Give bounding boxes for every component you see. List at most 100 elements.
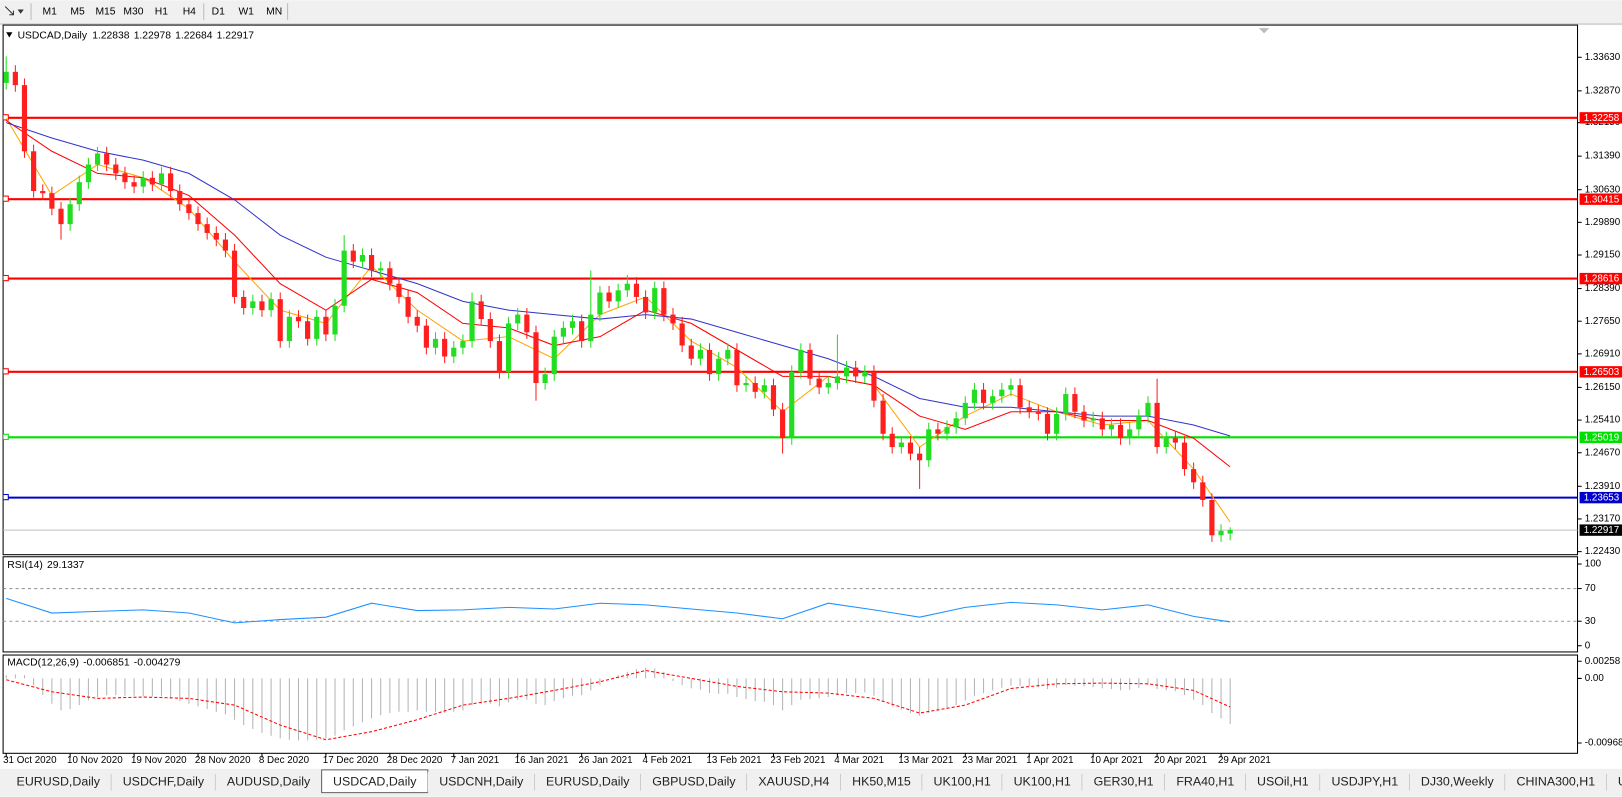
candle-body (752, 383, 758, 392)
candle-body (368, 255, 375, 271)
tab-label[interactable]: UK100,H1 (934, 775, 991, 789)
tab[interactable] (1082, 771, 1165, 793)
tab[interactable] (1606, 771, 1622, 793)
tab-label[interactable]: EURUSD,Daily (17, 775, 101, 789)
timeframe-button[interactable]: H4 (183, 6, 196, 17)
tab[interactable] (1245, 771, 1321, 793)
candle-body (807, 349, 813, 379)
tab[interactable] (840, 771, 923, 793)
candle-body (478, 301, 484, 320)
candle-body (350, 250, 356, 262)
tab-label[interactable]: XAUUSD,H4 (758, 775, 829, 789)
tab-label[interactable]: U (1618, 775, 1622, 789)
y-tick-label: 1.25410 (1585, 415, 1621, 426)
tab-label[interactable]: HK50,M15 (852, 775, 911, 789)
candle-body (177, 191, 183, 205)
tab[interactable] (922, 771, 1003, 793)
candle-body (889, 433, 895, 448)
dropdown-icon[interactable] (17, 9, 24, 14)
candle-body (624, 283, 630, 291)
candle-body (1127, 429, 1133, 439)
shift-marker[interactable] (1258, 28, 1270, 34)
tab[interactable] (1505, 771, 1607, 793)
tab-label[interactable]: GBPUSD,Daily (652, 775, 736, 789)
tab-label[interactable]: USOil,H1 (1257, 775, 1309, 789)
tab-label[interactable]: FRA40,H1 (1176, 775, 1234, 789)
timeframe-button[interactable]: M15 (95, 6, 115, 17)
candle-body (944, 427, 950, 434)
candle-body (843, 367, 850, 377)
cursor-icon[interactable] (4, 6, 14, 16)
timeframe-button[interactable]: MN (266, 6, 282, 17)
candle-body (1136, 416, 1142, 430)
candle-body (40, 191, 46, 194)
candle-body (1108, 424, 1115, 430)
candle-body (158, 173, 165, 185)
tab[interactable] (1409, 771, 1506, 793)
collapse-icon[interactable] (6, 32, 13, 38)
chart-header: USDCAD,Daily 1.22838 1.22978 1.22684 1.22917 (18, 30, 255, 41)
candle-body (907, 442, 914, 454)
date-label: 28 Nov 2020 (195, 755, 251, 766)
tab[interactable] (1002, 771, 1083, 793)
tab[interactable] (111, 771, 216, 793)
timeframe-button[interactable]: D1 (212, 6, 225, 17)
candle-body (990, 396, 996, 403)
candle-body (67, 204, 73, 225)
candle-body (515, 314, 521, 324)
candle-body (871, 371, 877, 401)
tab-label[interactable]: USDJPY,H1 (1331, 775, 1398, 789)
level-anchor (3, 114, 9, 121)
date-label: 4 Feb 2021 (642, 755, 692, 766)
tab-label[interactable]: CHINA300,H1 (1517, 775, 1596, 789)
timeframe-button[interactable]: M1 (42, 6, 57, 17)
timeframe-button[interactable]: M30 (123, 6, 143, 17)
tab-label[interactable]: GER30,H1 (1094, 775, 1154, 789)
rsi-panel: RSI(14) 29.1337 (2, 556, 1579, 653)
candle-body (149, 177, 155, 185)
tab[interactable] (747, 771, 841, 793)
candle-body (1154, 402, 1160, 448)
y-tick-label: 1.32870 (1585, 85, 1621, 96)
timeframe-button[interactable]: H1 (155, 6, 168, 17)
candle-body (962, 402, 968, 419)
y-tick-label: 1.26150 (1585, 382, 1621, 393)
tab-label[interactable]: DJ30,Weekly (1421, 775, 1495, 789)
symbol: USDCAD,Daily (18, 30, 88, 41)
candle-body (405, 296, 411, 317)
toolbar: M1 M5 M15 M30 H1 H4 D1 W1 MN (0, 0, 1622, 23)
bid-price-box (1579, 524, 1622, 536)
low: 1.22684 (175, 30, 213, 41)
candle-body (1026, 407, 1032, 412)
tab[interactable] (640, 771, 748, 793)
tab[interactable] (534, 771, 641, 793)
tab[interactable] (1320, 771, 1410, 793)
tab-label[interactable]: USDCAD,Daily (333, 775, 417, 789)
tab-label[interactable]: EURUSD,Daily (546, 775, 630, 789)
date-label: 7 Jan 2021 (451, 755, 500, 766)
tab-label[interactable]: USDCHF,Daily (123, 775, 205, 789)
candle-body (533, 332, 539, 384)
tab-label[interactable]: USDCNH,Daily (439, 775, 524, 789)
candle-body (1209, 499, 1215, 536)
candle-body (222, 239, 229, 251)
date-label: 10 Nov 2020 (67, 755, 123, 766)
candle-body (551, 336, 557, 375)
timeframe-button[interactable]: W1 (238, 6, 254, 17)
timeframe-button[interactable]: M5 (70, 6, 85, 17)
candle-body (1017, 385, 1023, 408)
tab[interactable] (5, 771, 112, 793)
candle-body (1218, 530, 1224, 536)
price-axis: 1.336301.328701.321501.313901.306301.298… (1577, 52, 1622, 749)
tab[interactable] (215, 771, 322, 793)
candle-body (341, 250, 347, 306)
date-label: 23 Feb 2021 (770, 755, 825, 766)
tab-label[interactable]: AUDUSD,Daily (227, 775, 311, 789)
tab-label[interactable]: UK100,H1 (1014, 775, 1071, 789)
tab[interactable] (1164, 771, 1246, 793)
tab[interactable] (427, 771, 535, 793)
level-price-label: 1.28616 (1584, 274, 1620, 285)
candle-body (414, 316, 420, 326)
candle-body (195, 213, 201, 225)
macd-tick-label: 0.00258 (1585, 656, 1621, 667)
